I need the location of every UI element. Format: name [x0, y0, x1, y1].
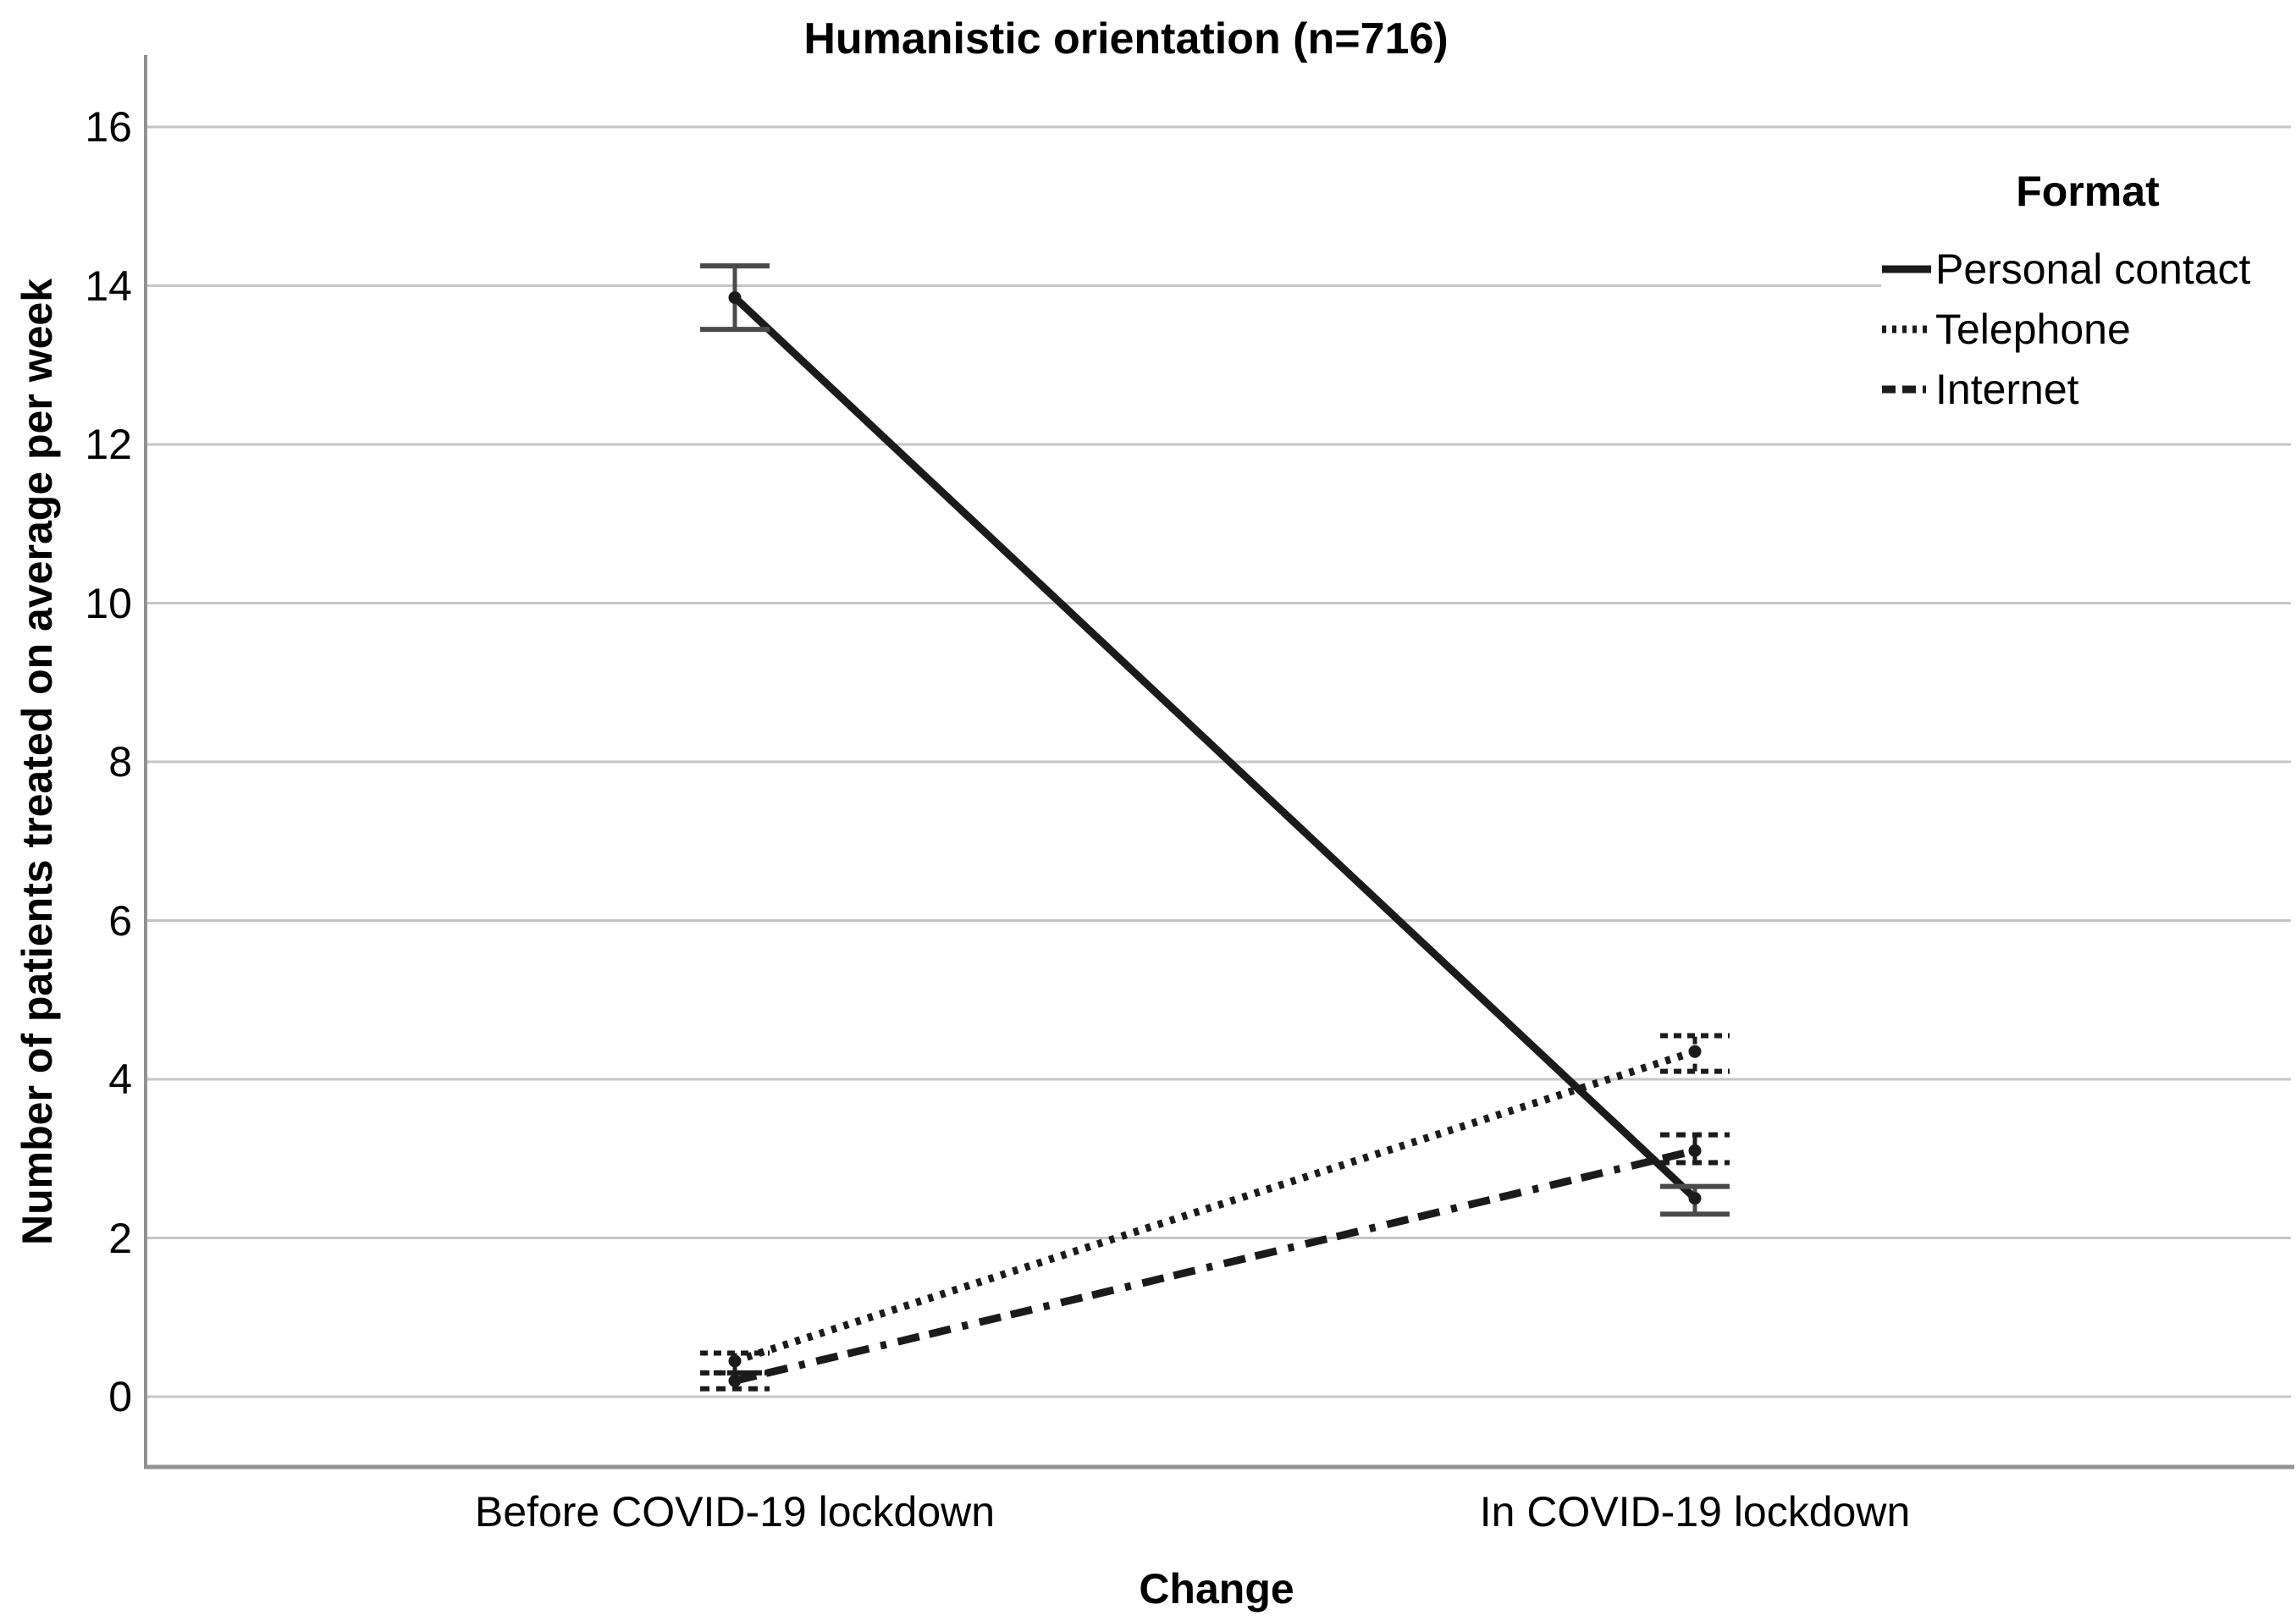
legend-title: Format — [2016, 168, 2160, 215]
chart-title: Humanistic orientation (n=716) — [803, 14, 1449, 63]
y-tick-label-2: 2 — [108, 1214, 132, 1262]
data-point-marker-telephone — [728, 1354, 742, 1368]
legend-line-sample-internet — [1882, 385, 1931, 393]
data-point-marker-internet — [728, 1374, 742, 1387]
series-line-personal-contact — [731, 295, 1698, 1201]
y-tick-label-8: 8 — [108, 738, 132, 786]
legend: Format Personal contact Telephone Internet — [1881, 149, 2294, 431]
legend-item-internet: Internet — [1881, 359, 2294, 419]
data-point-marker-personal-contact — [728, 291, 742, 305]
series-line-internet — [733, 1146, 1697, 1385]
legend-item-personal-contact: Personal contact — [1881, 239, 2294, 299]
y-tick-label-16: 16 — [85, 103, 132, 151]
data-point-marker-internet — [1688, 1144, 1702, 1157]
y-tick-label-10: 10 — [85, 579, 132, 627]
y-tick-label-0: 0 — [108, 1373, 132, 1420]
x-axis-label: Change — [1139, 1565, 1294, 1613]
y-tick-label-14: 14 — [85, 262, 132, 310]
x-category-label-before-covid-19-lockdown: Before COVID-19 lockdown — [474, 1488, 996, 1536]
legend-line-sample-telephone — [1882, 325, 1931, 333]
data-point-marker-personal-contact — [1688, 1192, 1702, 1205]
series-line-telephone — [733, 1047, 1697, 1365]
legend-item-label: Internet — [1935, 365, 2079, 413]
data-point-marker-telephone — [1688, 1045, 1702, 1058]
legend-item-telephone: Telephone — [1881, 299, 2294, 359]
legend-items: Personal contact Telephone Internet — [1881, 239, 2294, 419]
legend-item-label: Personal contact — [1935, 245, 2251, 293]
legend-line-sample-personal-contact — [1882, 265, 1931, 273]
y-tick-label-4: 4 — [108, 1056, 132, 1103]
y-tick-label-6: 6 — [108, 896, 132, 945]
y-tick-label-12: 12 — [85, 421, 132, 468]
x-category-label-in-covid-19-lockdown: In COVID-19 lockdown — [1479, 1488, 1911, 1536]
legend-item-label: Telephone — [1935, 305, 2131, 353]
